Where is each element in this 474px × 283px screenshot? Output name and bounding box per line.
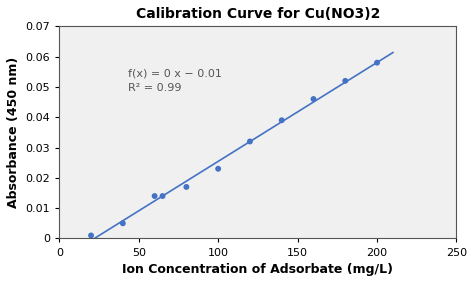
Point — [310, 97, 317, 101]
Point — [246, 139, 254, 144]
Point — [278, 118, 285, 123]
Point — [87, 233, 95, 238]
Point — [119, 221, 127, 226]
Point — [341, 79, 349, 83]
Point — [214, 166, 222, 171]
Point — [159, 194, 166, 198]
Y-axis label: Absorbance (450 nm): Absorbance (450 nm) — [7, 57, 20, 208]
Text: f(x) = 0 x − 0.01
R² = 0.99: f(x) = 0 x − 0.01 R² = 0.99 — [128, 69, 221, 93]
X-axis label: Ion Concentration of Adsorbate (mg/L): Ion Concentration of Adsorbate (mg/L) — [122, 263, 393, 276]
Point — [151, 194, 158, 198]
Point — [182, 185, 190, 189]
Title: Calibration Curve for Cu(NO3)2: Calibration Curve for Cu(NO3)2 — [136, 7, 380, 21]
Point — [373, 60, 381, 65]
